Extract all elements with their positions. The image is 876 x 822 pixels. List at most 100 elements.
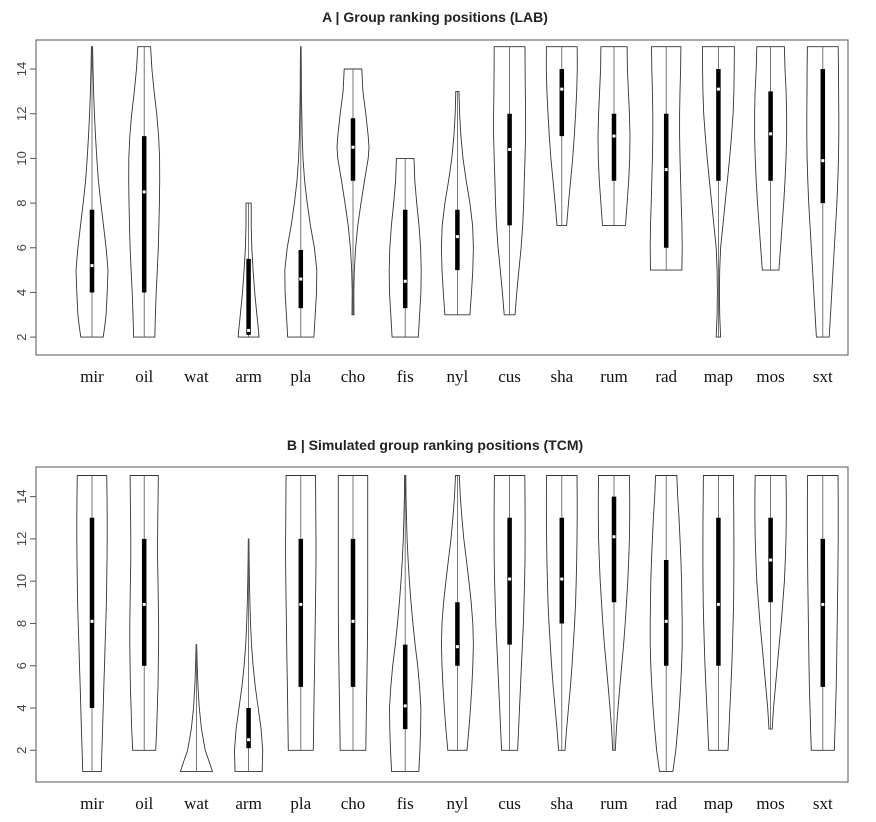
panel-b-violin-cus [493, 475, 526, 751]
panel-a-median-fis [403, 279, 407, 283]
panel-b-median-pla [299, 602, 303, 606]
panel-b-category-label-nyl: nyl [447, 794, 469, 813]
panel-b-y-tick-label: 2 [14, 747, 29, 754]
panel-a-violin-arm [237, 202, 260, 338]
panel-a-category-label-cus: cus [498, 367, 521, 386]
panel-a-lab-rankings: A | Group ranking positions (LAB) 2 4 6 8 10… [14, 9, 849, 386]
panel-b-y-tick-label: 4 [14, 704, 29, 711]
panel-b-category-label-rum: rum [600, 794, 627, 813]
panel-b-y-tick-label: 10 [14, 574, 29, 588]
panel-a-category-label-mos: mos [756, 367, 784, 386]
panel-b-median-arm [247, 738, 251, 742]
panel-a-category-label-oil: oil [135, 367, 153, 386]
panel-b-y-tick-label: 12 [14, 532, 29, 546]
panel-b-violin-rum [597, 475, 631, 751]
panel-a-median-cho [351, 145, 355, 149]
panel-b-category-label-cus: cus [498, 794, 521, 813]
panel-a-y-tick-label: 4 [14, 289, 29, 296]
panel-a-violin-sxt [806, 46, 840, 338]
panel-b-category-label-sha: sha [550, 794, 573, 813]
panel-b-category-label-mos: mos [756, 794, 784, 813]
panel-a-category-label-rad: rad [655, 367, 677, 386]
panel-b-tcm-rankings: B | Simulated group ranking positions (T… [14, 437, 849, 813]
panel-a-y-tick-label: 12 [14, 106, 29, 120]
panel-a-violin-nyl [440, 90, 474, 316]
panel-a-y-tick-label: 6 [14, 244, 29, 251]
panel-b-y-tick-label: 6 [14, 662, 29, 669]
panel-a-violin-fis [388, 157, 422, 338]
panel-a-category-label-mir: mir [80, 367, 104, 386]
panel-a-violin-rum [597, 46, 631, 226]
panel-a-violin-rad [649, 46, 683, 271]
panel-b-median-rum [612, 535, 616, 539]
panel-a-median-rad [664, 168, 668, 172]
panel-b-violin-nyl [440, 475, 474, 751]
panel-b-violin-rad [649, 475, 683, 772]
panel-b-plot-frame [35, 466, 849, 783]
panel-a-violin-sha [545, 46, 578, 226]
panel-b-violin-sha [545, 475, 578, 751]
panel-b-violin-sxt [806, 475, 839, 751]
panel-a-category-label-arm: arm [235, 367, 261, 386]
panel-b-median-sxt [821, 602, 825, 606]
panel-a-violin-map [701, 46, 735, 338]
panel-a-category-label-cho: cho [341, 367, 366, 386]
panel-a-violin-oil [128, 46, 161, 338]
panel-b-median-cho [351, 619, 355, 623]
panel-b-violin-mir [76, 475, 108, 772]
panel-a-median-mos [769, 132, 773, 136]
panel-b-violin-mos [754, 475, 787, 730]
panel-b-category-label-sxt: sxt [813, 794, 833, 813]
panel-a-category-label-pla: pla [290, 367, 311, 386]
panel-b-median-mir [90, 619, 94, 623]
panel-b-y-tick-label: 14 [14, 489, 29, 503]
panel-a-median-cus [508, 147, 512, 151]
panel-b-y-tick-label: 8 [14, 620, 29, 627]
panel-a-median-mir [90, 264, 94, 268]
panel-b-median-mos [769, 558, 773, 562]
panel-b-median-cus [508, 577, 512, 581]
panel-b-violin-cho [337, 475, 369, 751]
panel-b-category-label-rad: rad [655, 794, 677, 813]
panel-b-category-label-pla: pla [290, 794, 311, 813]
panel-a-title: A | Group ranking positions (LAB) [322, 9, 548, 25]
panel-a-category-label-fis: fis [397, 367, 414, 386]
panel-a-median-map [716, 87, 720, 91]
panel-b-violin-wat [179, 644, 214, 772]
panel-a-plot-frame [35, 39, 849, 356]
panel-a-category-label-wat: wat [184, 367, 209, 386]
panel-b-violin-oil [129, 475, 160, 751]
panel-b-category-label-oil: oil [135, 794, 153, 813]
panel-a-median-arm [247, 328, 251, 332]
panel-a-median-sha [560, 87, 564, 91]
panel-b-violin-pla [285, 475, 317, 751]
panel-a-category-label-rum: rum [600, 367, 627, 386]
panel-b-category-label-map: map [704, 794, 733, 813]
panel-a-y-tick-label: 2 [14, 334, 29, 341]
panel-a-median-oil [142, 190, 146, 194]
panel-b-category-label-wat: wat [184, 794, 209, 813]
panel-a-category-label-map: map [704, 367, 733, 386]
panel-a-violin-cus [493, 46, 527, 316]
panel-b-category-label-cho: cho [341, 794, 366, 813]
panel-a-category-label-sha: sha [550, 367, 573, 386]
panel-b-violin-map [702, 475, 735, 751]
panel-b-title: B | Simulated group ranking positions (T… [287, 437, 583, 453]
panel-a-y-tick-label: 10 [14, 151, 29, 165]
panel-b-category-label-fis: fis [397, 794, 414, 813]
panel-a-median-rum [612, 134, 616, 138]
panel-b-violin-fis [389, 475, 422, 772]
panel-b-category-label-mir: mir [80, 794, 104, 813]
panel-a-median-nyl [455, 235, 459, 239]
panel-b-median-nyl [455, 645, 459, 649]
panel-b-median-oil [142, 602, 146, 606]
panel-a-y-tick-label: 8 [14, 199, 29, 206]
panel-a-violin-cho [336, 68, 370, 316]
panel-a-category-label-sxt: sxt [813, 367, 833, 386]
panel-b-median-rad [664, 619, 668, 623]
panel-a-category-label-nyl: nyl [447, 367, 469, 386]
panel-b-violin-arm [234, 538, 264, 772]
panel-b-median-map [716, 602, 720, 606]
panel-a-y-tick-label: 14 [14, 62, 29, 76]
